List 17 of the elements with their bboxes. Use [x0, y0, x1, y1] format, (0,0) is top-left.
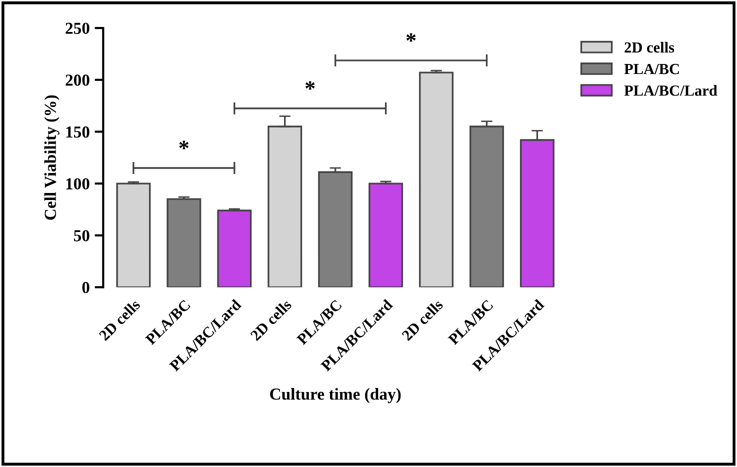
x-axis-title: Culture time (day): [270, 388, 401, 404]
y-tick-label: 50: [74, 230, 90, 242]
legend-label: PLA/BC/Lard: [624, 85, 718, 96]
annotation: *: [305, 81, 315, 90]
y-tick-label: 150: [66, 126, 90, 138]
annotation: *: [406, 33, 416, 42]
legend-label: 2D cells: [624, 42, 674, 53]
y-tick-label: 250: [66, 22, 90, 34]
y-tick-label: 0: [82, 282, 90, 294]
x-tick-label: 2D cells: [98, 298, 141, 342]
x-tick-label: 2D cells: [401, 298, 444, 342]
x-tick-label: 2D cells: [250, 298, 292, 342]
y-axis-title: Cell Viability (%): [44, 95, 60, 220]
y-tick-label: 100: [66, 178, 90, 190]
y-tick-label: 200: [66, 74, 90, 86]
annotation: *: [179, 140, 189, 150]
legend-label: PLA/BC: [624, 64, 679, 74]
